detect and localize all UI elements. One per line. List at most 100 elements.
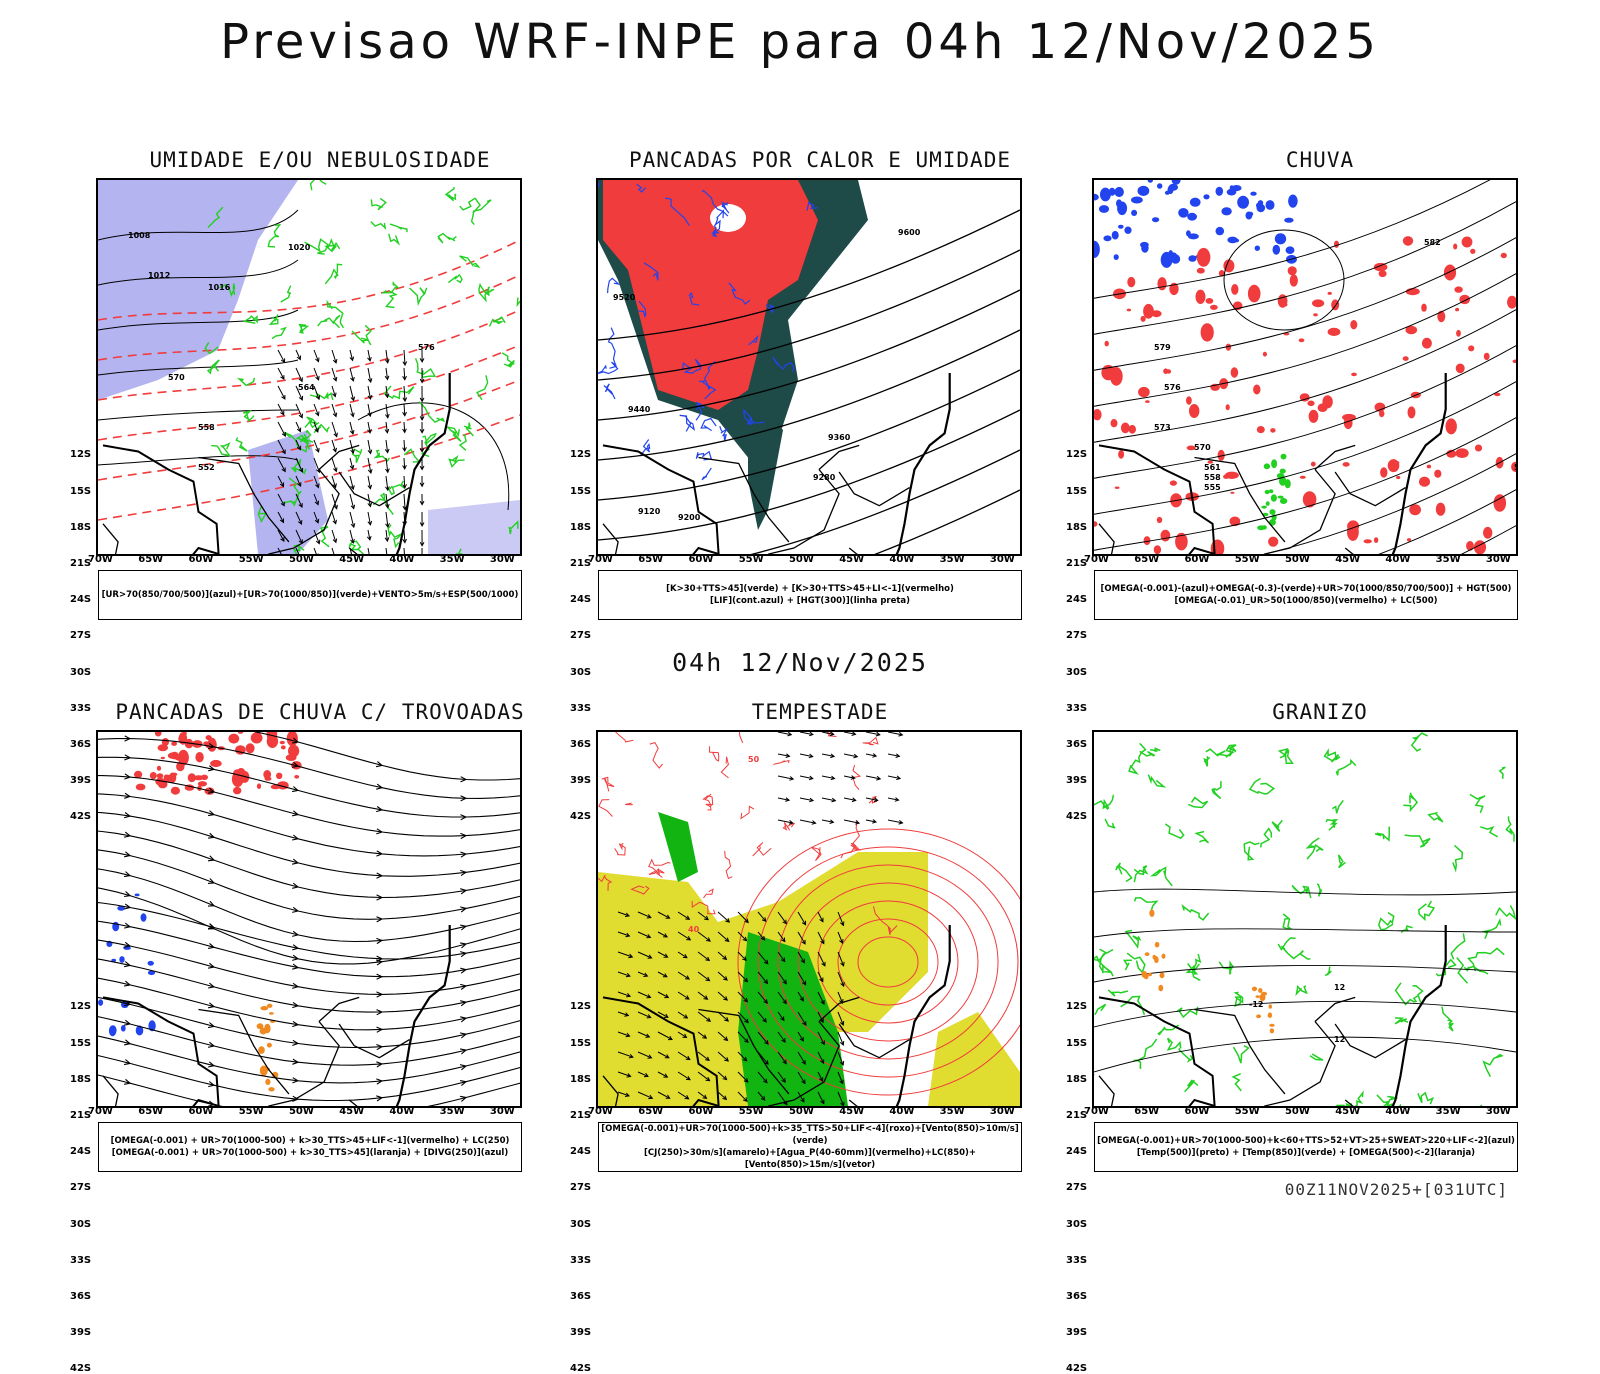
temp850-contour (1108, 990, 1128, 996)
wind-vector (386, 548, 387, 554)
omega-area (1230, 185, 1234, 190)
omega-ur50-area (1507, 296, 1516, 309)
temp850-contour (1412, 733, 1428, 751)
omega-ur50-area (1206, 298, 1214, 304)
humidity-1000-850-contour (404, 449, 419, 462)
humidity-1000-850-contour (236, 438, 247, 452)
omega-ur50-area (1189, 404, 1199, 418)
thunder-area (172, 773, 178, 777)
contour-label: 12 (1334, 983, 1345, 992)
omega500-area (1270, 1028, 1274, 1033)
omega-ur50-area (1148, 305, 1152, 309)
lat-tick-label: 30S (570, 1219, 591, 1230)
omega-ur50-area (1456, 448, 1469, 458)
legend-line: [OMEGA(-0.001)-(azul)+OMEGA(-0.3)-(verde… (1095, 583, 1517, 595)
lon-tick-label: 70W (88, 1106, 113, 1117)
omega-area (1131, 197, 1143, 204)
thunder-area (238, 732, 243, 734)
lon-tick-label: 50W (1285, 1106, 1310, 1117)
water-contour (649, 869, 664, 877)
omega-area (1187, 213, 1197, 221)
map-trovoadas[interactable] (96, 730, 522, 1108)
omega-ur50-area (1470, 249, 1475, 254)
lon-tick-label: 40W (889, 1106, 914, 1117)
lon-tick-label: 55W (239, 1106, 264, 1117)
temp850-contour (1317, 884, 1322, 896)
lat-tick-label: 24S (570, 594, 591, 605)
omega-area (1157, 183, 1162, 189)
omega-ur50-area (1388, 459, 1400, 472)
temp850-contour (1405, 835, 1431, 847)
omega-ur50-area (1290, 274, 1298, 286)
omega-ur50-area (1121, 423, 1130, 434)
lat-tick-label: 27S (1066, 1182, 1087, 1193)
map-chuva[interactable]: 582579576573570567564561558555 (1092, 178, 1518, 556)
omega-ur50-area (1141, 316, 1146, 322)
humidity-1000-850-contour (477, 375, 488, 399)
panel-title: UMIDADE E/OU NEBULOSIDADE (70, 148, 570, 172)
omega-ur50-area (1111, 419, 1118, 427)
humidity-1000-850-contour (449, 457, 464, 467)
thunder-area (171, 787, 180, 795)
omega-ur50-area (1456, 330, 1461, 337)
lon-tick-label: 30W (490, 554, 515, 565)
water-contour (704, 889, 714, 898)
coastline-east (148, 925, 450, 1106)
omega-area (1203, 194, 1209, 199)
omega-ur50-area (1211, 540, 1225, 555)
run-timestamp: 00Z11NOV2025+[031UTC] (1285, 1180, 1508, 1199)
omega-area (1114, 254, 1119, 260)
lat-tick-label: 24S (570, 1146, 591, 1157)
lon-tick-label: 30W (490, 1106, 515, 1117)
omega500-area (1160, 972, 1165, 978)
humidity-1000-850-contour (389, 234, 399, 244)
page-subtitle: 04h 12/Nov/2025 (0, 648, 1600, 677)
omega-area (1103, 235, 1111, 241)
legend-line: [UR>70(850/700/500)](azul)+[UR>70(1000/8… (99, 589, 521, 601)
omega-ur50-area (1154, 545, 1161, 554)
lif-contour (701, 419, 716, 431)
omega-ur50-area (1197, 248, 1211, 267)
temp850-contour (1375, 827, 1389, 841)
omega-ur50-area (1210, 305, 1218, 310)
lat-tick-label: 24S (1066, 1146, 1087, 1157)
humidity-1000-850-contour (245, 316, 258, 323)
wind-vector (332, 548, 336, 554)
lon-tick-label: 55W (1235, 1106, 1260, 1117)
lif-contour (702, 468, 711, 480)
omega-area (1115, 187, 1124, 197)
legend-line: [OMEGA(-0.001)+UR>70(1000-500)+k>35_TTS>… (599, 1123, 1021, 1147)
border-line (769, 470, 839, 555)
contour-label: 582 (1424, 238, 1441, 247)
omega-strong-area (1266, 501, 1270, 506)
humidity-1000-850-contour (311, 180, 327, 190)
temp500-contour (1094, 1037, 1516, 1072)
omega-ur50-area (1094, 521, 1097, 526)
lat-tick-label: 36S (570, 1291, 591, 1302)
lon-tick-label: 50W (289, 554, 314, 565)
temp850-contour (1283, 914, 1291, 929)
omega500-area (1149, 910, 1154, 917)
lif-contour (680, 415, 694, 431)
temp850-contour (1206, 749, 1233, 757)
omega-strong-area (1281, 454, 1287, 460)
omega-ur50-area (1453, 244, 1457, 250)
omega-ur50-area (1311, 462, 1316, 467)
wind-vector (314, 548, 318, 554)
border-line (1099, 445, 1217, 554)
temp850-contour (1325, 967, 1331, 976)
thunder-area (195, 752, 203, 762)
lon-tick-label: 45W (839, 554, 864, 565)
omega-ur50-area (1110, 367, 1123, 386)
omega500-area (1145, 952, 1150, 956)
orange-area (269, 1012, 274, 1015)
orange-area (265, 1079, 270, 1085)
humidity-1000-850-contour (517, 298, 520, 305)
